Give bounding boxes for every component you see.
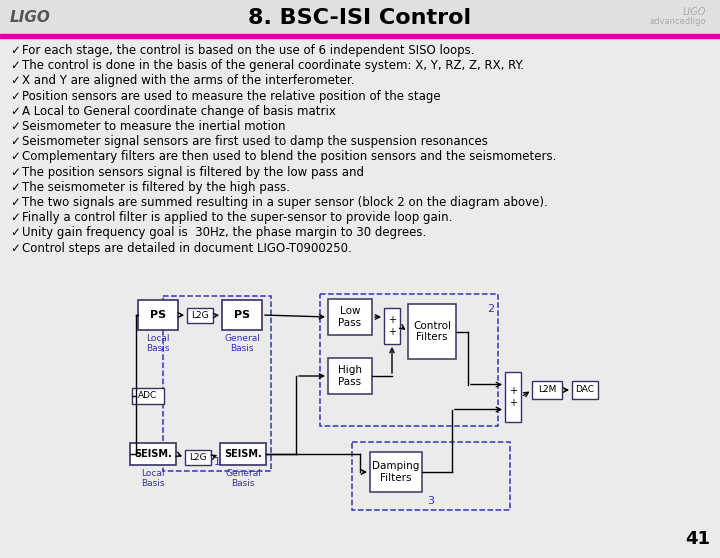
Text: The two signals are summed resulting in a super sensor (block 2 on the diagram a: The two signals are summed resulting in … — [22, 196, 548, 209]
Text: ✓: ✓ — [10, 227, 20, 239]
Text: SEISM.: SEISM. — [134, 449, 172, 459]
Bar — [320, 294, 498, 426]
Text: Control
Filters: Control Filters — [413, 321, 451, 342]
Text: X and Y are aligned with the arms of the interferometer.: X and Y are aligned with the arms of the… — [22, 74, 354, 88]
Text: LIGO: LIGO — [683, 7, 706, 17]
Bar — [370, 452, 422, 492]
Bar — [328, 299, 372, 335]
Bar — [328, 358, 372, 394]
Text: Finally a control filter is applied to the super-sensor to provide loop gain.: Finally a control filter is applied to t… — [22, 211, 452, 224]
Bar — [352, 442, 510, 510]
Bar — [532, 381, 562, 399]
Text: Local
Basis: Local Basis — [141, 469, 165, 488]
Text: For each stage, the control is based on the use of 6 independent SISO loops.: For each stage, the control is based on … — [22, 44, 474, 57]
Text: ✓: ✓ — [10, 181, 20, 194]
Text: Complementary filters are then used to blend the position sensors and the seismo: Complementary filters are then used to b… — [22, 151, 557, 163]
Text: PS: PS — [234, 310, 250, 320]
Text: ✓: ✓ — [10, 44, 20, 57]
Text: ✓: ✓ — [10, 120, 20, 133]
Text: 2: 2 — [487, 304, 494, 314]
Bar — [185, 450, 211, 465]
Text: Unity gain frequency goal is  30Hz, the phase margin to 30 degrees.: Unity gain frequency goal is 30Hz, the p… — [22, 227, 426, 239]
Text: ✓: ✓ — [10, 90, 20, 103]
Text: 41: 41 — [685, 530, 710, 548]
Bar — [408, 304, 456, 359]
Text: DAC: DAC — [575, 386, 595, 395]
Text: Damping
Filters: Damping Filters — [372, 461, 420, 483]
Bar — [132, 388, 164, 404]
Text: ✓: ✓ — [10, 135, 20, 148]
Text: +
+: + + — [388, 315, 396, 337]
Bar — [220, 443, 266, 465]
Text: ✓: ✓ — [10, 151, 20, 163]
Text: The position sensors signal is filtered by the low pass and: The position sensors signal is filtered … — [22, 166, 364, 179]
Text: General
Basis: General Basis — [225, 469, 261, 488]
Text: +
+: + + — [509, 386, 517, 408]
Text: advancedligo: advancedligo — [649, 17, 706, 26]
Text: ✓: ✓ — [10, 211, 20, 224]
Text: PS: PS — [150, 310, 166, 320]
Bar — [130, 443, 176, 465]
Text: ✓: ✓ — [10, 242, 20, 254]
Text: High
Pass: High Pass — [338, 365, 362, 387]
Text: SEISM.: SEISM. — [224, 449, 262, 459]
Text: ✓: ✓ — [10, 59, 20, 72]
Text: 3: 3 — [428, 496, 434, 506]
Bar — [222, 300, 262, 330]
Bar — [505, 372, 521, 422]
Bar — [0, 34, 720, 38]
Text: Low
Pass: Low Pass — [338, 306, 361, 328]
Bar — [163, 296, 271, 471]
Text: 1: 1 — [214, 457, 220, 467]
Text: ✓: ✓ — [10, 74, 20, 88]
Bar — [0, 0, 720, 36]
Text: ✓: ✓ — [10, 196, 20, 209]
Text: Local
Basis: Local Basis — [146, 334, 170, 353]
Text: A Local to General coordinate change of basis matrix: A Local to General coordinate change of … — [22, 105, 336, 118]
Bar — [187, 308, 213, 323]
Text: L2M: L2M — [538, 386, 556, 395]
Bar — [138, 300, 178, 330]
Text: L2G: L2G — [189, 453, 207, 462]
Text: Control steps are detailed in document LIGO-T0900250.: Control steps are detailed in document L… — [22, 242, 352, 254]
Text: 8. BSC-ISI Control: 8. BSC-ISI Control — [248, 8, 472, 28]
Bar — [384, 308, 400, 344]
Text: The control is done in the basis of the general coordinate system: X, Y, RZ, Z, : The control is done in the basis of the … — [22, 59, 524, 72]
Text: The seismometer is filtered by the high pass.: The seismometer is filtered by the high … — [22, 181, 290, 194]
Text: ✓: ✓ — [10, 105, 20, 118]
Text: ✓: ✓ — [10, 166, 20, 179]
Text: ADC: ADC — [138, 392, 158, 401]
Text: Position sensors are used to measure the relative position of the stage: Position sensors are used to measure the… — [22, 90, 441, 103]
Bar — [572, 381, 598, 399]
Text: General
Basis: General Basis — [224, 334, 260, 353]
Text: Seismometer to measure the inertial motion: Seismometer to measure the inertial moti… — [22, 120, 286, 133]
Text: LIGO: LIGO — [10, 11, 51, 26]
Text: Seismometer signal sensors are first used to damp the suspension resonances: Seismometer signal sensors are first use… — [22, 135, 488, 148]
Text: L2G: L2G — [192, 311, 209, 320]
